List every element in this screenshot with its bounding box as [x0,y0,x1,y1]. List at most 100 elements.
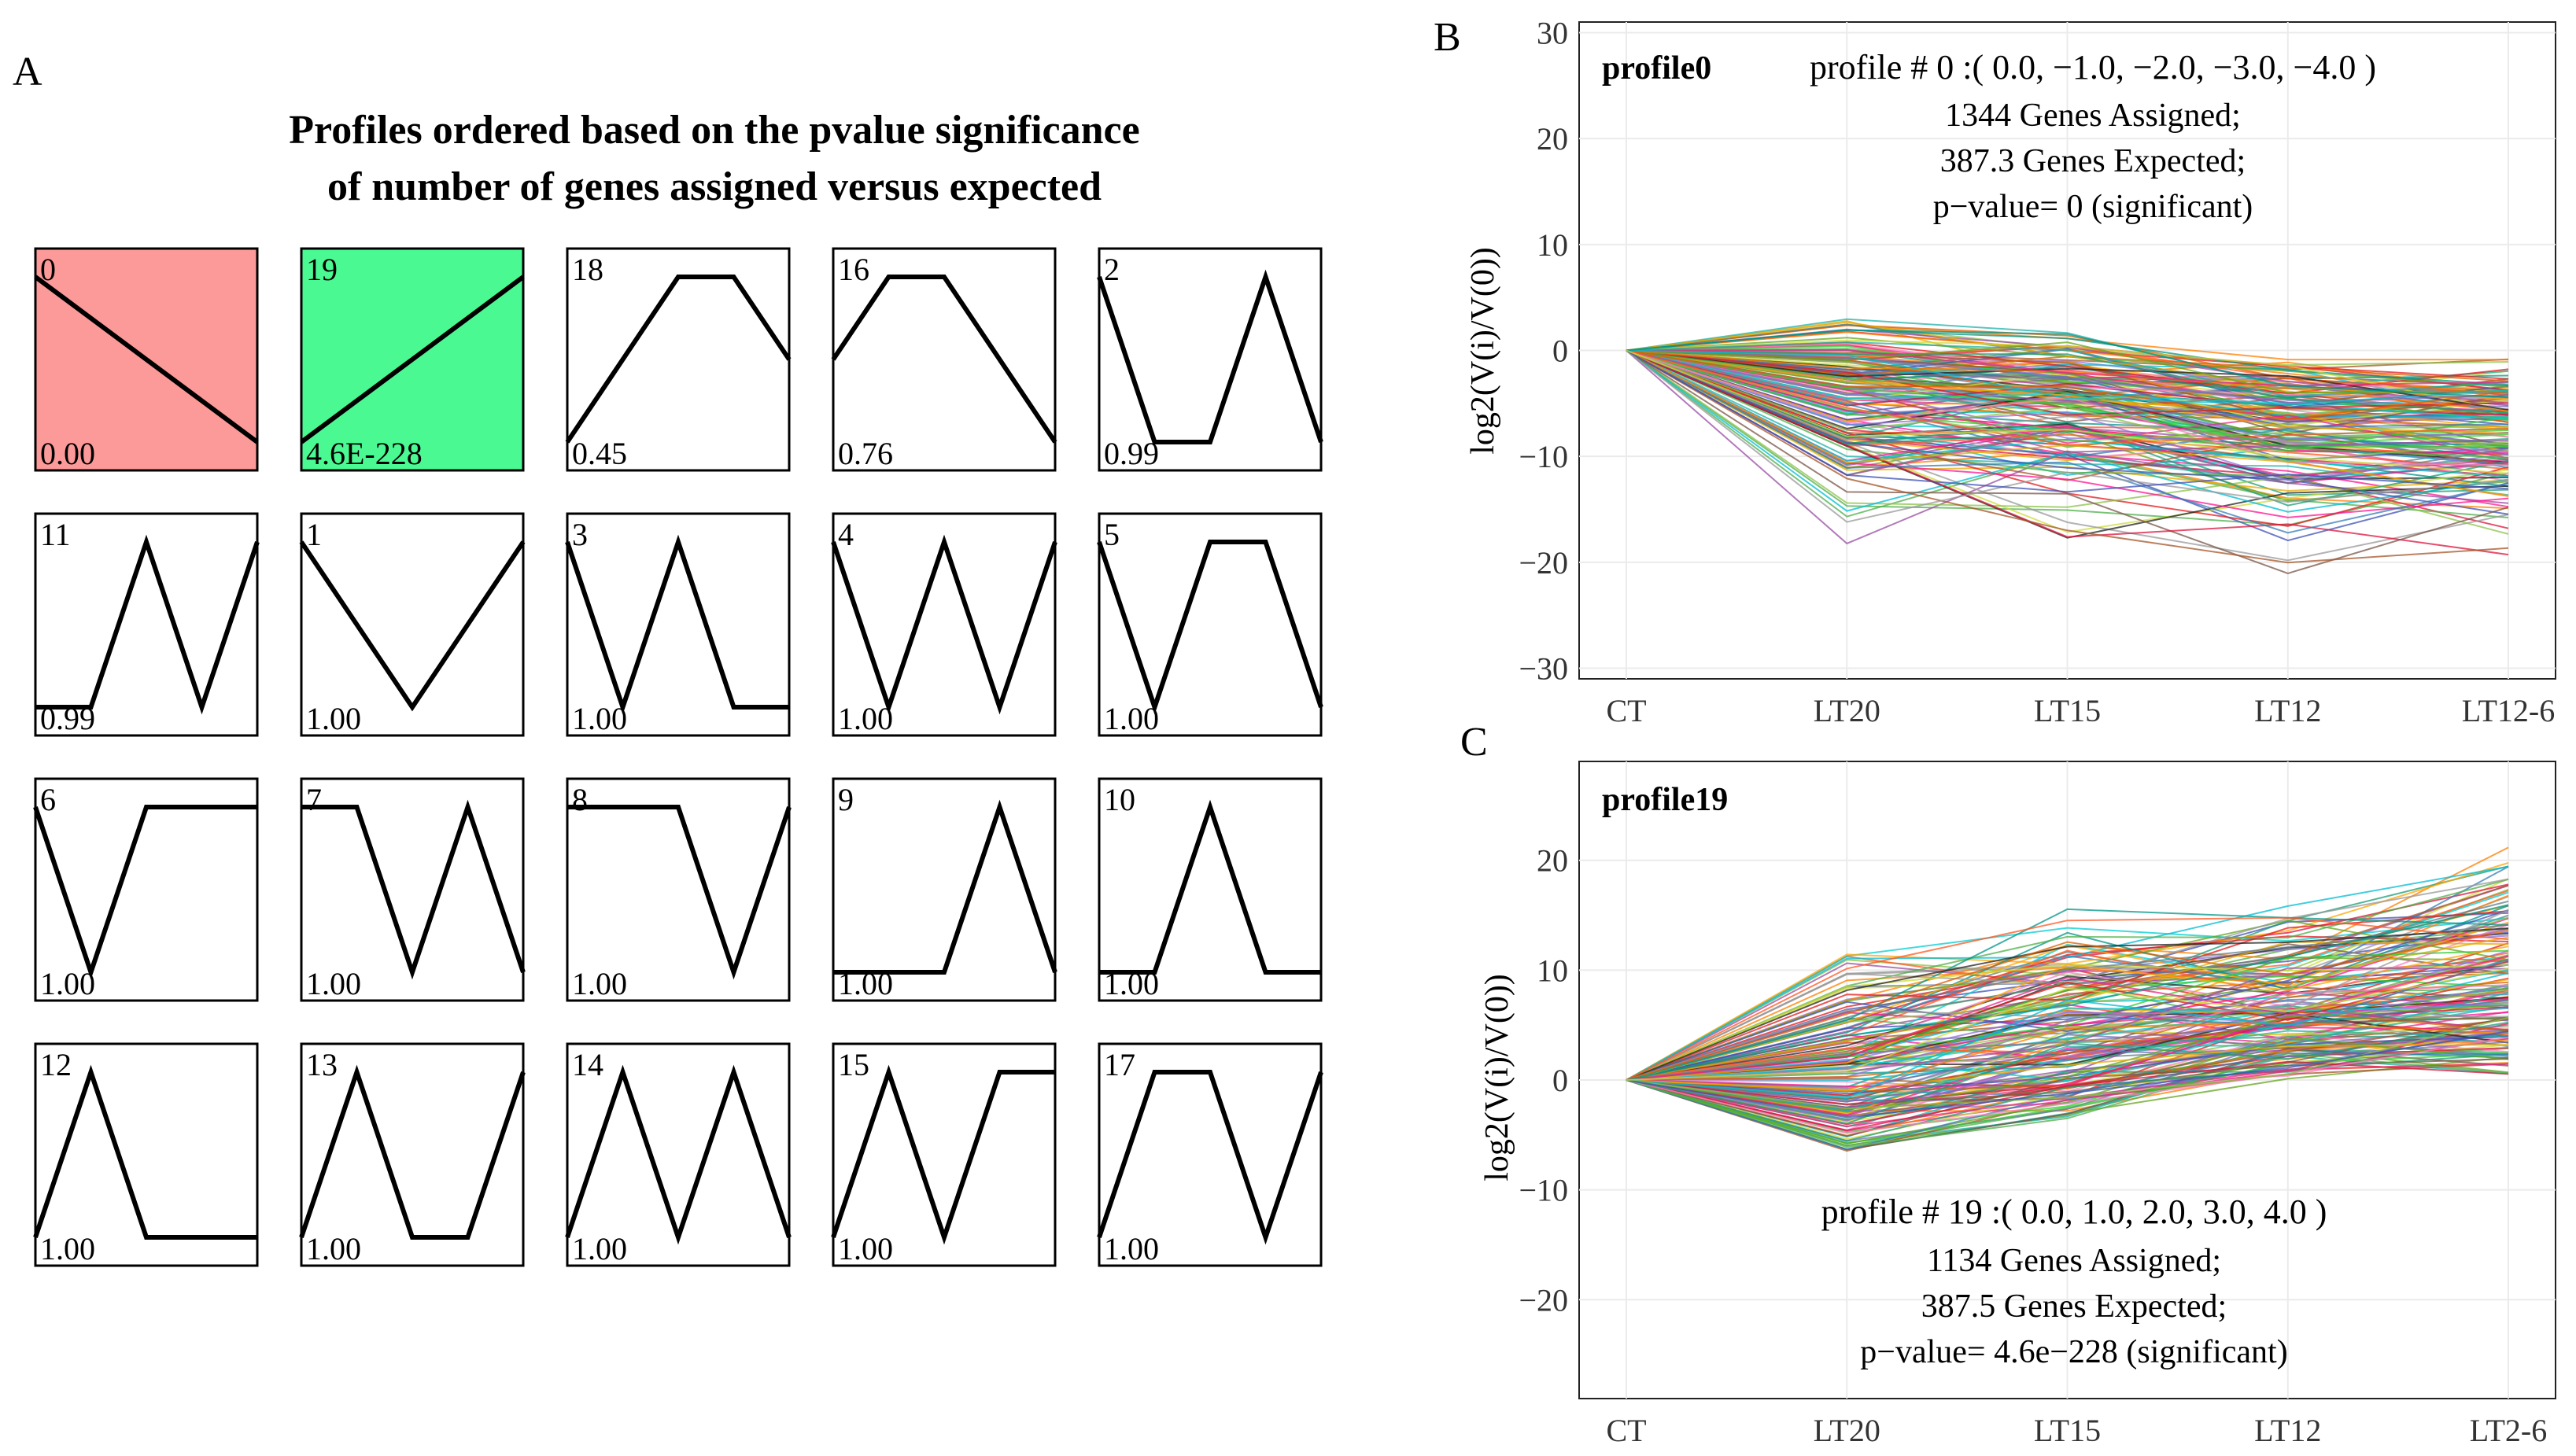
profile-line [299,540,526,712]
profile-box [1098,512,1323,737]
gene-line [1626,1021,2509,1125]
gene-line [1626,349,2509,430]
gene-line [1626,349,2509,526]
gene-line [1626,927,2509,1081]
gene-line [1626,972,2509,1100]
profile-box [34,1042,259,1267]
panel-b-letter: B [1434,15,1461,60]
profile-id: 10 [1104,782,1135,817]
gene-line [1626,349,2509,412]
gene-line [1626,349,2509,523]
profile-box [300,777,525,1002]
profile-box [34,777,259,1002]
profile-id: 14 [572,1047,603,1082]
gene-line [1626,349,2509,477]
gene-line [1626,349,2509,453]
profile-line [833,799,1057,975]
profile-pvalue: 4.6E-228 [306,436,423,471]
panel-c: C −20 −10 0 10 20 CT LT20 LT15 LT12 LT2-6 profile… [1460,720,2556,1448]
profile-id: 19 [306,252,338,287]
profile-line [299,1064,526,1240]
profile0-name: profile0 [1602,50,1711,87]
gene-line [1626,349,2509,411]
profile-box [832,512,1057,737]
y-tick-label: 0 [1552,334,1568,369]
profile-thumbnail-1: 11.00 [299,512,526,737]
gene-line [1626,349,2509,556]
profile-id: 11 [40,517,71,552]
x-tick-label: LT2-6 [2470,1413,2548,1448]
gene-line [1626,1024,2509,1103]
profile-pvalue: 1.00 [838,966,893,1001]
profile-thumbnail-14: 141.00 [565,1042,792,1267]
profile-line [1097,540,1323,715]
gene-line [1626,905,2509,1081]
gene-line [1626,991,2509,1112]
gene-line [1626,349,2509,434]
profile-line [565,534,789,715]
profile-thumbnail-7: 71.00 [300,777,526,1002]
profile19-annotation-line-2: 1134 Genes Assigned; [1927,1243,2221,1279]
profile-thumbnail-5: 51.00 [1097,512,1323,737]
profile19-y-axis-label: log2(V(i)/V(0)) [1479,974,1515,1181]
gene-line [1626,916,2509,1081]
gene-line [1626,955,2509,1081]
profile-line [831,534,1057,715]
gene-line [1626,1004,2509,1113]
profile-pvalue: 1.00 [572,1231,627,1266]
x-tick-label: LT12-6 [2462,693,2556,728]
profile-pvalue: 1.00 [1104,966,1159,1001]
gene-line [1626,349,2509,466]
profile-id: 18 [572,252,603,287]
profile-thumbnail-2: 20.99 [1097,247,1323,472]
gene-line [1626,349,2509,446]
gene-line [1626,349,2509,463]
gene-line [1626,1053,2509,1142]
profile-box [832,247,1057,472]
gene-line [1626,321,2509,400]
profile-pvalue: 0.00 [40,436,95,471]
profile-thumbnail-16: 160.76 [831,247,1057,472]
profile-line [301,799,526,980]
profile-box [566,777,791,1002]
profile-pvalue: 1.00 [572,966,627,1001]
profile-line [300,275,525,444]
profile-box [566,512,791,737]
profile19-name: profile19 [1602,782,1728,818]
gene-line [1626,1030,2509,1098]
profile-box [1098,777,1323,1002]
panel-a-subtitle: of number of genes assigned versus expec… [327,164,1102,209]
x-tick-label: LT20 [1814,1413,1880,1448]
x-tick-label: LT12 [2254,693,2321,728]
profile-box [300,1042,525,1267]
gene-line [1626,930,2509,1081]
gene-line [1626,909,2509,1081]
x-tick-label: CT [1606,1413,1646,1448]
panel-b: B −30 −20 −10 0 10 20 30 CT LT20 LT15 LT12 LT12-6 p… [1434,15,2556,728]
profile-id: 5 [1104,517,1120,552]
gene-line [1626,349,2509,446]
y-tick-label: −30 [1519,651,1568,687]
gene-line [1626,964,2509,1081]
profile-pvalue: 1.00 [572,701,627,736]
profile-line [565,1064,792,1245]
profile-thumbnail-8: 81.00 [566,777,792,1002]
profile-pvalue: 0.99 [1104,436,1159,471]
profile-grid: 00.00194.6E-228180.45160.7620.99110.9911… [33,247,1323,1267]
gene-line [1626,909,2509,1081]
profile-id: 4 [838,517,854,552]
gene-line [1626,1004,2509,1081]
y-tick-label: 0 [1552,1063,1568,1098]
y-tick-label: 20 [1537,843,1568,879]
profile-pvalue: 1.00 [838,1231,893,1266]
gene-line [1626,349,2509,416]
profile-line [1097,1070,1323,1245]
gene-line [1626,1058,2509,1137]
panel-a-title: Profiles ordered based on the pvalue sig… [289,108,1139,153]
profile-line [33,805,257,980]
gene-line [1626,1030,2509,1119]
gene-line [1626,349,2509,534]
profile-pvalue: 1.00 [838,701,893,736]
profile-line [567,805,792,980]
